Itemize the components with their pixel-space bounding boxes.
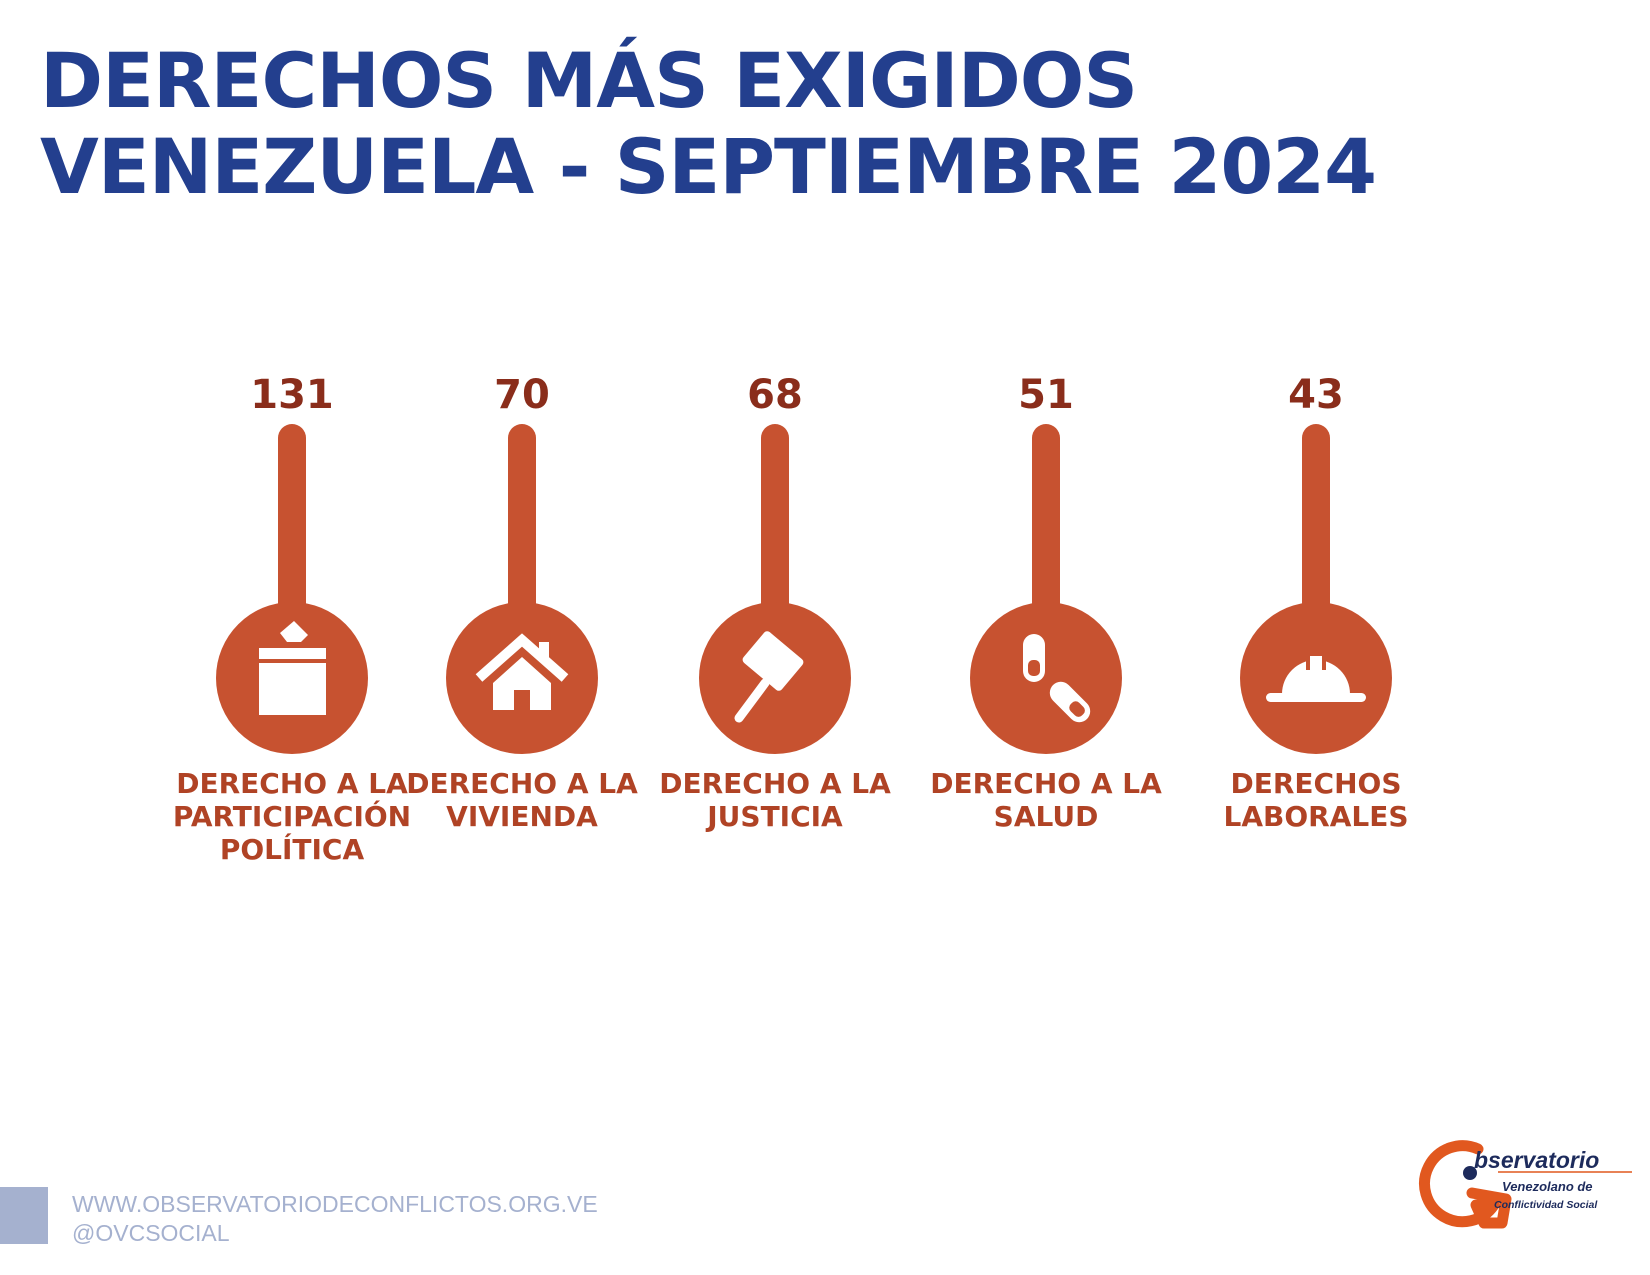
chart-item: 131 DERECHO A LA PARTICIPACIÓN POLÍTICA (173, 372, 411, 866)
category-label: DERECHO A LA VIVIENDA (406, 767, 638, 833)
footer-accent-square (0, 1187, 48, 1244)
logo-subtitle-2: Conflictividad Social (1494, 1199, 1598, 1211)
page-title: DERECHOS MÁS EXIGIDOS VENEZUELA - SEPTIE… (40, 36, 1377, 211)
category-label: DERECHOS LABORALES (1223, 767, 1408, 833)
title-line-1: DERECHOS MÁS EXIGIDOS (40, 36, 1138, 125)
pills-icon (1023, 634, 1091, 723)
chart-item: 70 DERECHO A LA VIVIENDA (406, 372, 638, 833)
gavel-icon (734, 631, 804, 723)
title-line-2: VENEZUELA - SEPTIEMBRE 2024 (40, 122, 1377, 211)
footer-url[interactable]: WWW.OBSERVATORIODECONFLICTOS.ORG.VE (72, 1191, 598, 1217)
value-label: 43 (1288, 372, 1344, 418)
category-label: DERECHO A LA JUSTICIA (659, 767, 891, 833)
chart-item: 51 DERECHO A LA SALUD (930, 372, 1162, 833)
value-label: 51 (1018, 372, 1074, 418)
logo-mark-icon (1419, 1140, 1632, 1229)
hard-hat-icon (1266, 656, 1366, 702)
house-icon (475, 633, 569, 710)
footer-handle[interactable]: @OVCSOCIAL (72, 1220, 230, 1246)
bar-circle (970, 602, 1122, 754)
ballot-box-icon (259, 621, 326, 715)
category-label: DERECHO A LA PARTICIPACIÓN POLÍTICA (173, 767, 411, 866)
value-label: 68 (747, 372, 803, 418)
logo-word: bservatorio (1474, 1147, 1600, 1173)
observatorio-logo: bservatorio Venezolano de Conflictividad… (1410, 1135, 1635, 1245)
chart-item: 68 DERECHO A LA JUSTICIA (659, 372, 891, 833)
chart-item: 43 DERECHOS LABORALES (1223, 372, 1408, 833)
category-label: DERECHO A LA SALUD (930, 767, 1162, 833)
footer: WWW.OBSERVATORIODECONFLICTOS.ORG.VE @OVC… (72, 1190, 598, 1248)
value-label: 70 (494, 372, 550, 418)
value-label: 131 (250, 372, 334, 418)
logo-subtitle-1: Venezolano de (1502, 1179, 1593, 1194)
